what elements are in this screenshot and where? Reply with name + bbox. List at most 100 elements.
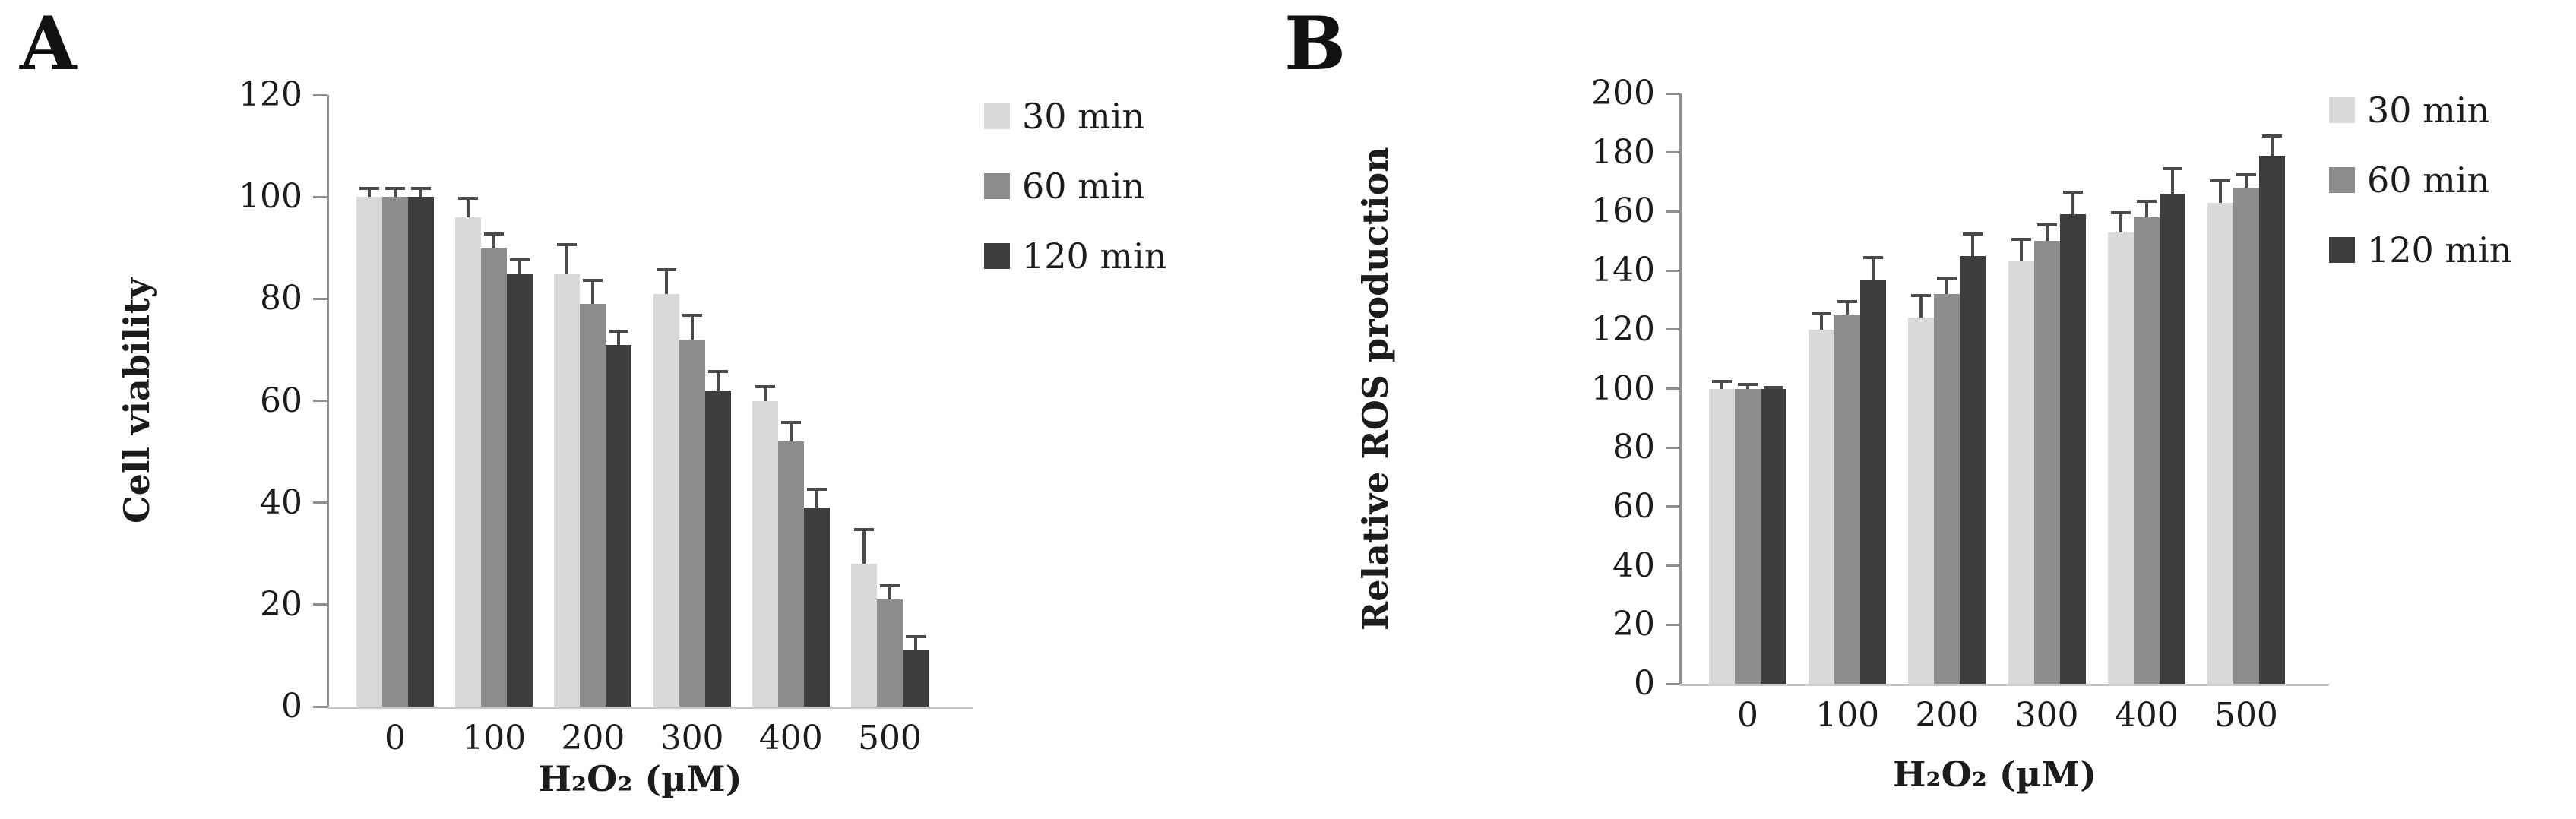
bar-group-400uM: 400 bbox=[752, 95, 830, 755]
y-tick-label: 120 bbox=[239, 75, 302, 114]
bar-group-0uM: 0 bbox=[1709, 93, 1786, 732]
error-bar bbox=[879, 584, 900, 600]
panel-a: A Cell viability 0 20 40 60 80 100 120 0 100 200… bbox=[0, 0, 1261, 819]
y-tick: 20 bbox=[260, 587, 327, 621]
legend-swatch-icon bbox=[984, 243, 1010, 269]
panel-b-y-axis: 0 20 40 60 80 100 120 140 160 180 200 bbox=[1535, 77, 1679, 700]
y-tick-label: 0 bbox=[281, 687, 302, 726]
y-tick-mark bbox=[1666, 446, 1679, 449]
error-bar bbox=[2110, 211, 2131, 232]
bar-60min-200uM bbox=[1934, 276, 1960, 684]
x-tick-label-300uM: 300 bbox=[660, 719, 724, 757]
bar-120min-0uM bbox=[408, 186, 434, 707]
legend-item-30min: 30 min bbox=[2329, 93, 2511, 128]
error-bar bbox=[656, 268, 676, 294]
y-tick: 0 bbox=[281, 690, 327, 723]
legend-label: 60 min bbox=[2367, 160, 2490, 201]
error-bar bbox=[707, 370, 728, 391]
y-tick-mark bbox=[1666, 210, 1679, 213]
legend-item-60min: 60 min bbox=[984, 169, 1166, 204]
panel-a-legend: 30 min 60 min 120 min bbox=[984, 99, 1166, 274]
error-bar bbox=[905, 635, 926, 651]
bar-120min-200uM bbox=[606, 329, 632, 707]
y-tick-mark bbox=[313, 400, 327, 402]
error-bar bbox=[2011, 238, 2031, 262]
legend-label: 30 min bbox=[2367, 90, 2490, 131]
x-tick-label-100uM: 100 bbox=[462, 719, 527, 757]
error-bar bbox=[1911, 294, 1932, 318]
legend-label: 120 min bbox=[2367, 229, 2512, 270]
error-bar bbox=[853, 528, 874, 564]
y-tick-mark bbox=[313, 603, 327, 606]
error-bar bbox=[1837, 299, 1858, 315]
panel-a-plot-area: 0 100 200 300 400 500 bbox=[327, 95, 973, 755]
panel-a-y-axis-title: Cell viability bbox=[116, 277, 157, 524]
bar-group-0uM: 0 bbox=[356, 95, 434, 755]
bar-120min-300uM bbox=[704, 370, 731, 707]
bar-60min-100uM bbox=[1834, 299, 1861, 684]
bar-30min-0uM bbox=[1709, 379, 1735, 684]
bar-60min-0uM bbox=[382, 186, 408, 707]
error-bar bbox=[583, 278, 603, 305]
panel-b-x-axis-title: H₂O₂ (µM) bbox=[1893, 754, 2097, 795]
y-tick-label: 0 bbox=[1634, 664, 1655, 703]
error-bar bbox=[1863, 255, 1884, 280]
y-tick-mark bbox=[313, 705, 327, 708]
bar-30min-100uM bbox=[455, 197, 482, 707]
bar-120min-100uM bbox=[1860, 255, 1887, 684]
bar-group-300uM: 300 bbox=[2008, 93, 2086, 732]
bar-60min-200uM bbox=[580, 278, 606, 707]
y-tick-label: 80 bbox=[260, 279, 302, 318]
y-tick: 120 bbox=[239, 78, 327, 112]
y-tick-label: 80 bbox=[1612, 428, 1655, 467]
y-tick-mark bbox=[1666, 505, 1679, 508]
x-tick-label-400uM: 400 bbox=[758, 719, 823, 757]
x-tick-label-200uM: 200 bbox=[561, 719, 625, 757]
panel-b-plot-area: 0 100 200 300 400 500 bbox=[1679, 93, 2329, 732]
panel-b: B Relative ROS production 0 20 40 60 80 100 12… bbox=[1261, 0, 2576, 819]
panel-a-y-axis: 0 20 40 60 80 100 120 bbox=[182, 78, 327, 723]
bar-group-500uM: 500 bbox=[2207, 93, 2285, 732]
y-tick-label: 160 bbox=[1591, 191, 1655, 231]
error-bar bbox=[2036, 223, 2057, 242]
y-tick-label: 140 bbox=[1591, 251, 1655, 290]
x-tick-label-200uM: 200 bbox=[1915, 696, 1979, 735]
y-tick-label: 200 bbox=[1591, 74, 1655, 112]
error-bar bbox=[780, 421, 801, 442]
y-tick: 140 bbox=[1591, 254, 1679, 287]
bar-30min-500uM bbox=[850, 528, 877, 707]
legend-swatch-icon bbox=[984, 103, 1010, 129]
y-tick-mark bbox=[1666, 328, 1679, 331]
bar-30min-300uM bbox=[2008, 238, 2034, 684]
bar-group-100uM: 100 bbox=[1809, 93, 1887, 732]
error-bar bbox=[484, 232, 505, 248]
error-bar bbox=[1738, 382, 1758, 389]
bar-group-100uM: 100 bbox=[455, 95, 533, 755]
legend-item-120min: 120 min bbox=[2329, 232, 2511, 267]
bar-120min-200uM bbox=[1960, 232, 1986, 684]
y-tick: 40 bbox=[260, 485, 327, 520]
y-tick-mark bbox=[1666, 564, 1679, 568]
panel-a-bar-groups: 0 100 200 300 400 500 bbox=[329, 95, 956, 755]
x-tick-label-300uM: 300 bbox=[2014, 696, 2079, 735]
error-bar bbox=[1963, 232, 1983, 256]
error-bar bbox=[1764, 385, 1783, 389]
bar-120min-300uM bbox=[2059, 191, 2086, 684]
legend-item-60min: 60 min bbox=[2329, 163, 2511, 198]
y-tick: 80 bbox=[260, 282, 327, 315]
y-tick-mark bbox=[1666, 269, 1679, 272]
legend-label: 30 min bbox=[1022, 96, 1145, 137]
y-tick-mark bbox=[313, 501, 327, 504]
y-tick-label: 180 bbox=[1591, 132, 1655, 172]
error-bar bbox=[2062, 191, 2083, 215]
y-tick-label: 60 bbox=[1612, 486, 1655, 526]
y-tick: 200 bbox=[1591, 77, 1679, 110]
bar-120min-400uM bbox=[2159, 167, 2185, 684]
panel-a-x-axis-title: H₂O₂ (µM) bbox=[538, 758, 742, 799]
legend-swatch-icon bbox=[2329, 167, 2355, 193]
error-bar bbox=[458, 197, 479, 217]
y-tick-label: 120 bbox=[1591, 309, 1655, 349]
panel-b-y-axis-title: Relative ROS production bbox=[1355, 147, 1396, 631]
legend-label: 120 min bbox=[1022, 236, 1167, 277]
x-tick-label-400uM: 400 bbox=[2114, 696, 2179, 735]
